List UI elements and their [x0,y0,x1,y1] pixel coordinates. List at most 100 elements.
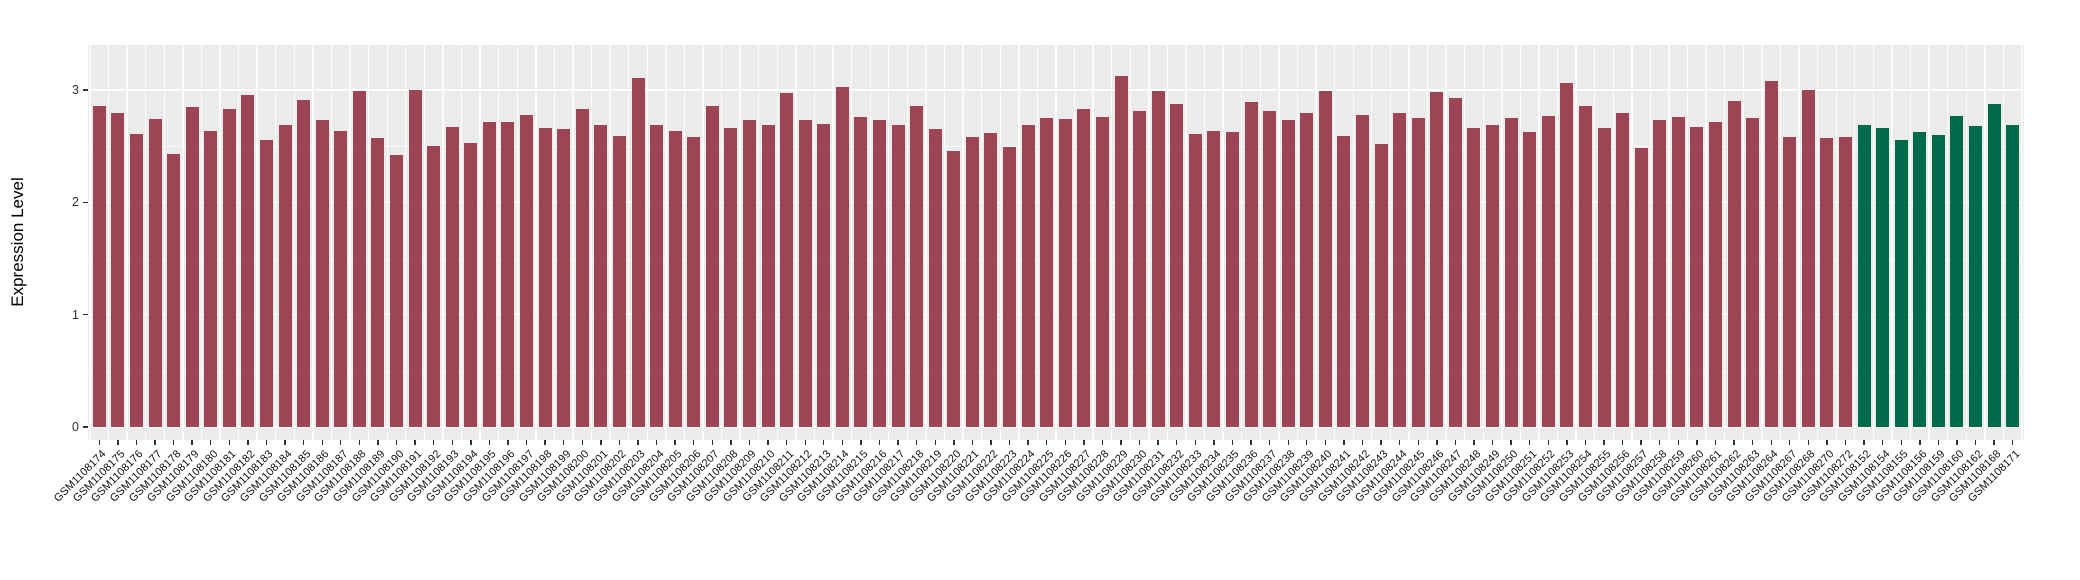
bar [1578,105,1592,427]
bar [594,124,608,427]
bar [1839,137,1853,427]
x-tick-mark [321,440,323,445]
gridline-vertical [367,45,370,440]
gridline-vertical [1742,45,1745,440]
gridline-vertical [739,45,741,440]
gridline-vertical [1705,45,1707,440]
x-tick-mark [1529,440,1531,445]
gridline-vertical [795,45,797,440]
gridline-vertical [1482,45,1484,440]
x-tick-mark [1380,440,1382,445]
bar [835,86,849,427]
gridline-vertical [1631,45,1633,440]
gridline-vertical [182,45,184,440]
gridline-vertical [1222,45,1224,440]
gridline-vertical [479,45,481,440]
gridline-vertical [145,45,147,440]
gridline-vertical [1501,45,1503,440]
bar [167,154,181,427]
gridline-vertical [1965,45,1967,440]
x-tick-mark [1250,440,1252,445]
gridline-vertical [423,45,426,440]
bar [1708,121,1722,427]
bar [1281,120,1295,427]
gridline-vertical [535,45,537,440]
bar [873,120,887,427]
x-tick-mark [525,440,528,445]
bar [1950,115,1964,427]
x-tick-mark [98,440,100,445]
x-tick-mark [1491,440,1494,445]
x-tick-mark [1621,440,1624,445]
y-tick-label: 0 [72,420,79,434]
x-tick-mark [1659,440,1661,445]
x-tick-mark [1640,440,1642,445]
x-tick-mark [1027,440,1029,445]
bar [1690,127,1704,427]
bar [2006,124,2020,427]
gridline-vertical [330,45,333,440]
x-tick-mark [1863,440,1865,445]
bar [947,150,961,427]
x-tick-mark [1436,440,1438,445]
bar [575,109,589,427]
bar [1337,136,1351,427]
bar [408,90,422,427]
gridline-vertical [1556,45,1559,440]
gridline-vertical [1036,45,1039,440]
bar [1820,138,1834,427]
bar [185,106,199,427]
x-tick-mark [730,440,732,445]
x-tick-mark [1770,440,1772,445]
gridline-vertical [702,45,704,440]
bar [928,129,942,427]
x-tick-mark [1398,440,1401,445]
bar [520,114,534,427]
x-tick-mark [1417,440,1419,445]
bar [334,130,348,427]
y-tick-label: 2 [72,195,79,210]
gridline-vertical [553,45,556,440]
gridline-vertical [237,45,240,440]
gridline-vertical [999,45,1001,440]
x-tick-mark [470,440,472,445]
gridline-vertical [1816,45,1819,440]
x-tick-mark [247,440,249,445]
gridline-vertical [126,45,128,440]
x-tick-mark [1008,440,1011,445]
x-tick-mark [2012,440,2014,445]
gridline-vertical [405,45,407,440]
bar [241,94,255,427]
gridline-vertical [293,45,296,440]
bar [1114,75,1128,427]
gridline-vertical [219,45,221,440]
gridline-vertical [275,45,277,440]
bar [92,105,106,427]
gridline-vertical [1018,45,1020,440]
gridline-vertical [1092,45,1094,440]
bar [204,130,218,427]
gridline-vertical [1594,45,1596,440]
bar [1913,131,1927,427]
bar [1263,111,1277,427]
x-tick-mark [135,440,138,445]
bar [1634,148,1648,427]
gridline-vertical [1575,45,1577,440]
x-tick-mark [1584,440,1587,445]
gridline-vertical [1426,45,1429,440]
gridline-vertical [1761,45,1763,440]
gridline-vertical [1259,45,1262,440]
gridline-vertical [869,45,871,440]
y-tick-mark [83,201,88,204]
gridline-vertical [460,45,463,440]
gridline-vertical [665,45,667,440]
y-tick-mark [83,89,88,91]
bar [148,119,162,427]
gridline-vertical [1389,45,1392,440]
x-tick-mark [395,440,398,445]
x-tick-mark [302,440,305,445]
x-tick-mark [377,440,379,445]
x-tick-mark [1287,440,1289,445]
gridline-vertical [943,45,946,440]
x-tick-mark [1194,440,1197,445]
